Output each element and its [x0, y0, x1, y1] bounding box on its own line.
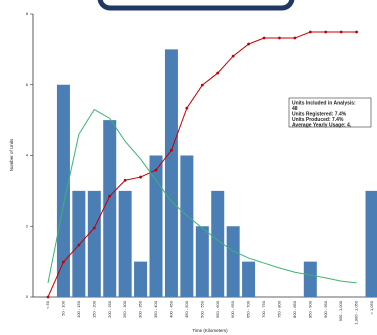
y-tick-label: 4 — [26, 153, 29, 158]
bar — [242, 261, 256, 297]
x-tick-label: 900 - 950 — [323, 300, 328, 318]
x-tick-label: 150 - 200 — [91, 300, 96, 318]
x-tick-label: 50 - 100 — [60, 300, 65, 315]
annotation-line: 48 — [292, 106, 298, 112]
x-tick-label: 750 - 800 — [277, 300, 282, 318]
line-marker — [123, 178, 127, 182]
line-marker — [216, 71, 220, 75]
x-tick-label: 950 - 1,000 — [338, 300, 343, 321]
x-tick-label: < 50 — [45, 300, 50, 309]
x-tick-label: 650 - 700 — [246, 300, 251, 318]
x-tick-label: 800 - 850 — [292, 300, 297, 318]
bar — [195, 226, 209, 297]
bar — [134, 261, 148, 297]
line-marker — [92, 226, 96, 230]
line-marker — [139, 175, 142, 179]
bar — [226, 226, 240, 297]
bar — [118, 190, 132, 297]
bar — [164, 49, 178, 297]
bar — [180, 155, 194, 297]
line-marker — [154, 168, 158, 172]
annotation-line: Units Included in Analysis: — [292, 100, 356, 106]
annotation-box — [288, 97, 372, 128]
x-tick-label: 550 - 600 — [215, 300, 220, 318]
line-marker — [231, 54, 235, 58]
line-marker — [62, 260, 65, 264]
x-tick-label: > 1,050 — [369, 300, 374, 314]
y-axis-label: Number of Units — [9, 138, 14, 171]
line-marker — [355, 30, 358, 34]
line-marker — [247, 42, 250, 46]
x-tick-label: 850 - 900 — [307, 300, 312, 318]
header-shape — [97, 0, 295, 11]
line — [47, 108, 357, 284]
x-tick-label: 1,000 - 1,050 — [354, 300, 359, 324]
x-tick-label: 450 - 500 — [184, 300, 189, 318]
y-tick-label: 2 — [26, 223, 29, 228]
x-tick-label: 200 - 250 — [107, 300, 112, 318]
line-marker — [278, 36, 281, 40]
line-marker — [293, 36, 297, 40]
bar — [149, 155, 163, 297]
line-marker — [339, 30, 343, 34]
x-axis-label: Time (Kilometers) — [192, 328, 228, 333]
bar — [365, 190, 377, 297]
x-tick-label: 500 - 550 — [199, 300, 204, 318]
annotation-line: Average Yearly Usage: 4. — [292, 123, 352, 129]
x-tick-label: 250 - 300 — [122, 300, 127, 318]
x-tick-label: 700 - 750 — [261, 300, 266, 318]
bar — [103, 120, 117, 297]
line-marker — [108, 194, 112, 198]
line-marker — [324, 30, 328, 34]
x-tick-label: 350 - 400 — [153, 300, 158, 318]
line-marker — [200, 83, 204, 87]
line-marker — [77, 243, 81, 247]
x-tick-label: 600 - 650 — [230, 300, 235, 318]
line-marker — [308, 30, 312, 34]
line-marker — [46, 295, 50, 299]
x-tick-label: 300 - 350 — [138, 300, 143, 318]
y-tick-label: 6 — [26, 82, 29, 87]
y-tick-label: 0 — [26, 294, 29, 299]
bar — [56, 84, 70, 297]
bar — [211, 190, 225, 297]
annotation-line: Units Registered: 7.4% — [292, 112, 347, 118]
line-marker — [185, 106, 189, 110]
line-marker — [170, 148, 173, 152]
x-tick-label: 400 - 450 — [169, 300, 174, 318]
annotation-line: Units Produced: 7.4% — [292, 117, 344, 123]
line-marker — [262, 36, 266, 40]
y-tick-label: 8 — [26, 11, 29, 16]
bar — [303, 261, 317, 297]
bar — [87, 190, 101, 297]
x-tick-label: 100 - 150 — [76, 300, 81, 318]
